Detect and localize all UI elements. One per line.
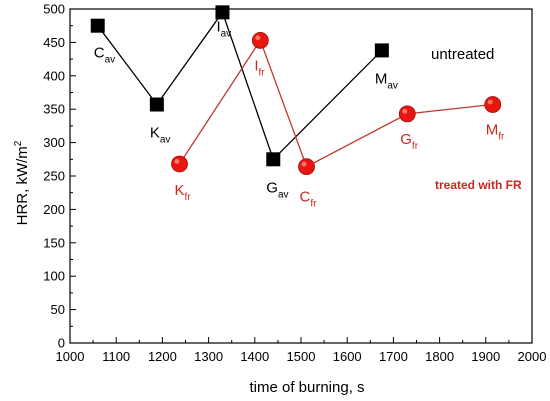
point-label-main: I xyxy=(216,18,220,35)
point-label-sub: fr xyxy=(259,67,266,78)
point-label: Ifr xyxy=(254,57,265,78)
legend-untreated: untreated xyxy=(431,46,494,63)
y-tick-label: 500 xyxy=(43,2,65,17)
y-tick-label: 100 xyxy=(43,269,65,284)
circle-marker xyxy=(171,155,188,173)
circle-marker-highlight xyxy=(487,99,493,105)
point-label-main: G xyxy=(400,131,412,148)
square-marker xyxy=(374,43,389,58)
point-label-sub: fr xyxy=(412,141,419,152)
point-label-sub: av xyxy=(105,55,116,66)
square-marker xyxy=(90,18,105,33)
point-label-sub: fr xyxy=(185,192,192,203)
square-marker xyxy=(266,152,281,167)
y-tick-label: 300 xyxy=(43,135,65,150)
x-tick-label: 1100 xyxy=(102,349,130,364)
y-tick-label: 400 xyxy=(43,68,65,83)
point-label-sub: av xyxy=(160,135,171,146)
point-label: Cav xyxy=(94,45,115,66)
y-tick-label: 350 xyxy=(43,102,65,117)
y-axis-title: HRR, kW/m2 xyxy=(13,140,31,225)
circle-marker xyxy=(484,96,502,113)
point-label-main: C xyxy=(300,189,311,206)
x-tick-label: 1600 xyxy=(333,349,362,364)
point-label-main: K xyxy=(174,182,184,199)
y-tick-label: 0 xyxy=(58,336,65,351)
point-label-main: C xyxy=(94,45,105,62)
point-label-main: G xyxy=(266,179,278,196)
circle-marker-highlight xyxy=(255,35,261,41)
y-axis-title-main: HRR, kW/m xyxy=(14,146,31,225)
legend-treated: treated with FR xyxy=(435,178,522,192)
series-lines xyxy=(97,10,493,168)
axes: 1000 1100 1200 1300 1400 1500 1600 1700 1800 1900… xyxy=(43,2,546,365)
x-tick-label: 2000 xyxy=(518,349,547,364)
x-tick-label: 1700 xyxy=(379,349,408,364)
square-marker xyxy=(149,97,164,112)
x-tick-label: 1300 xyxy=(194,349,223,364)
circle-marker xyxy=(398,105,416,123)
circle-marker-highlight xyxy=(402,108,408,114)
circle-marker xyxy=(298,158,315,176)
y-axis-title-superscript: 2 xyxy=(13,140,24,146)
point-label-sub: av xyxy=(278,189,289,200)
point-label-sub: fr xyxy=(310,199,317,210)
x-tick-label: 1900 xyxy=(471,349,500,364)
point-label-sub: av xyxy=(387,80,398,91)
x-tick-label: 1800 xyxy=(425,349,454,364)
x-tick-label: 1000 xyxy=(56,349,85,364)
point-label: Kfr xyxy=(174,182,191,203)
point-label: Mfr xyxy=(486,122,505,143)
point-label-main: K xyxy=(150,125,160,142)
x-axis-title: time of burning, s xyxy=(249,379,364,396)
point-label-sub: fr xyxy=(498,132,505,143)
x-tick-label: 1400 xyxy=(240,349,269,364)
point-label: Mav xyxy=(375,70,398,91)
point-label-sub: av xyxy=(221,28,232,39)
series-markers xyxy=(90,5,502,176)
circle-marker xyxy=(251,31,269,49)
y-tick-label: 200 xyxy=(43,202,65,217)
y-tick-label: 250 xyxy=(43,169,65,184)
point-label-main: M xyxy=(486,122,499,139)
circle-marker-highlight xyxy=(301,161,307,167)
point-label: Gav xyxy=(266,179,288,200)
point-label: Kav xyxy=(150,125,171,146)
series-line-0 xyxy=(97,10,383,161)
y-tick-label: 150 xyxy=(43,235,65,250)
point-label-main: I xyxy=(254,57,258,74)
point-label: Cfr xyxy=(300,189,318,210)
circle-marker-highlight xyxy=(174,158,180,164)
y-tick-label: 450 xyxy=(43,35,65,50)
y-tick-label: 50 xyxy=(51,302,65,317)
point-label: Gfr xyxy=(400,131,418,152)
point-label-main: M xyxy=(375,70,388,87)
square-marker xyxy=(215,5,230,20)
point-label: Iav xyxy=(216,18,231,39)
x-tick-label: 1500 xyxy=(287,349,316,364)
x-tick-label: 1200 xyxy=(148,349,177,364)
